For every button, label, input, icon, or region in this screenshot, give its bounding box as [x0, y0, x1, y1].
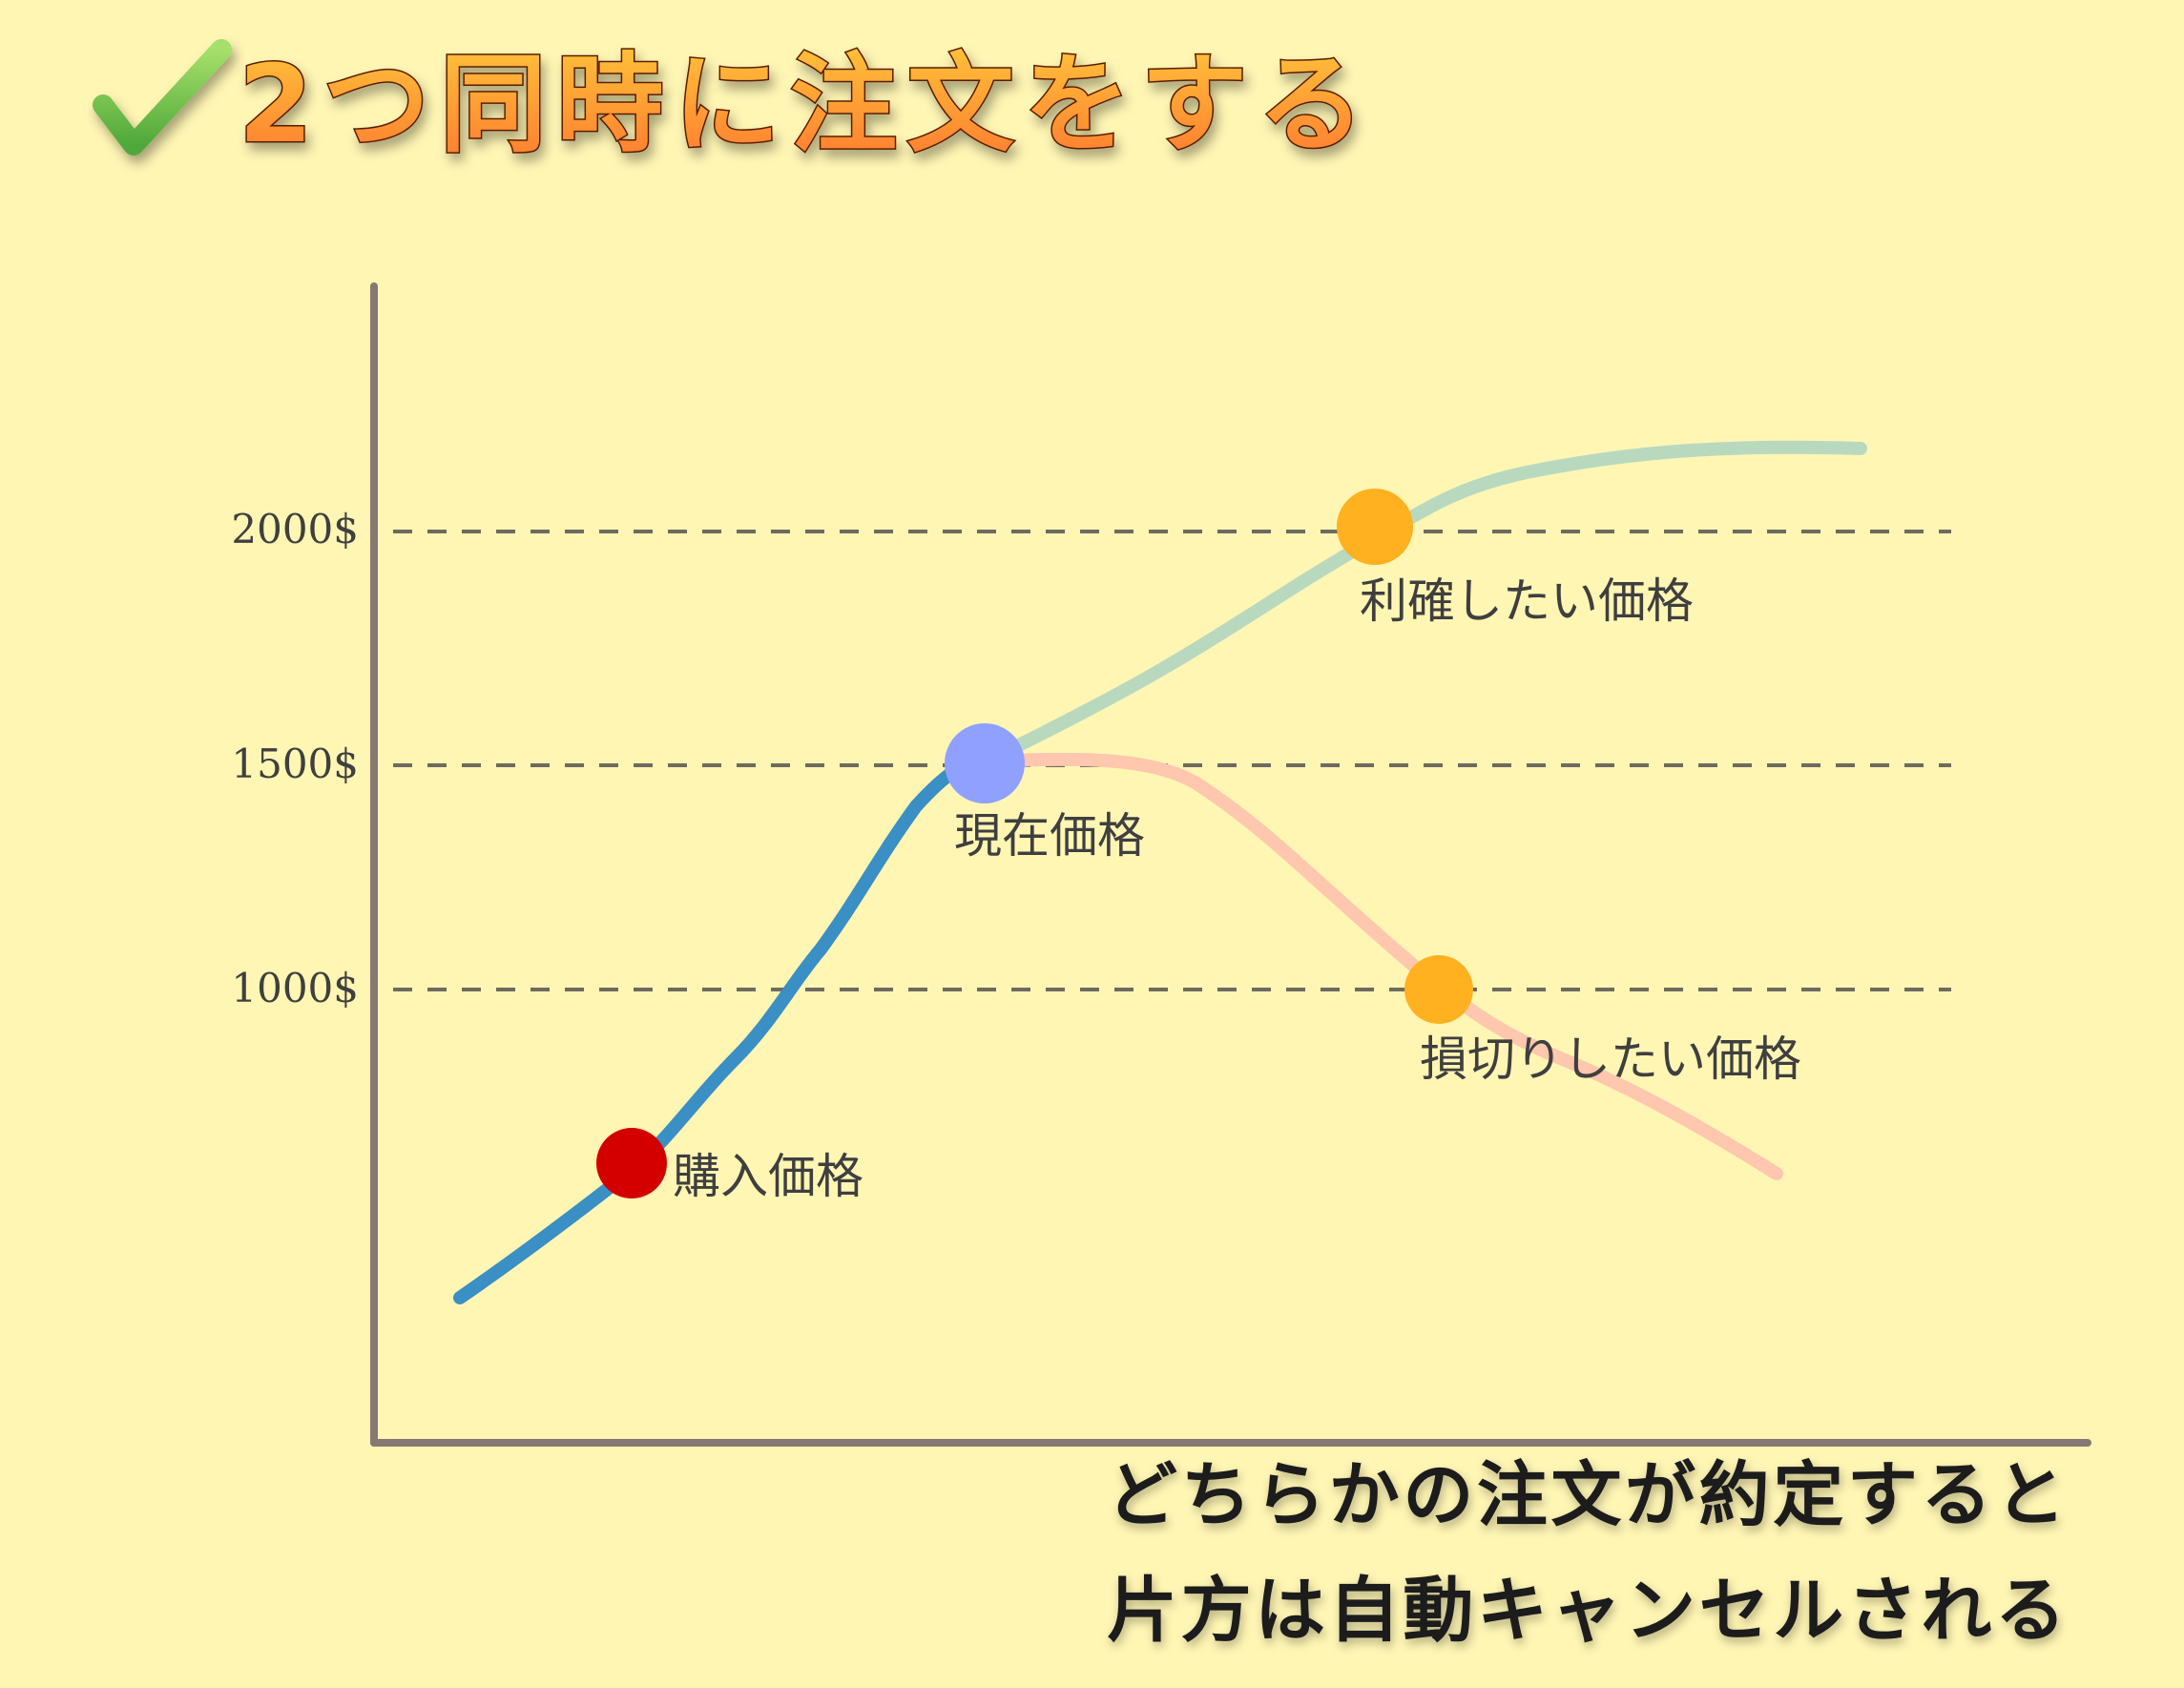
- marker-labels: 購入価格 現在価格 利確したい価格 損切りしたい価格: [673, 573, 1801, 1204]
- take-profit-point: [1337, 489, 1413, 565]
- gridlines: 2000$ 1500$ 1000$: [231, 506, 1951, 1011]
- stop-loss-label: 損切りしたい価格: [1420, 1032, 1801, 1087]
- tick-label-2000: 2000$: [231, 506, 359, 552]
- caption: どちらかの注文が約定すると 片方は自動キャンセルされる: [1107, 1454, 2066, 1652]
- take-profit-label: 利確したい価格: [1360, 573, 1694, 629]
- caption-line-2: 片方は自動キャンセルされる: [1107, 1570, 2066, 1652]
- current-point: [945, 723, 1025, 803]
- price-history-line: [453, 755, 989, 1304]
- tick-label-1000: 1000$: [231, 965, 359, 1011]
- down-scenario-line: [976, 752, 1783, 1180]
- current-price-label: 現在価格: [954, 808, 1145, 864]
- axes: [370, 282, 2091, 1447]
- buy-price-label: 購入価格: [673, 1149, 863, 1204]
- title: 2つ同時に注文をする: [93, 39, 1366, 169]
- markers: [596, 489, 1473, 1198]
- caption-line-1: どちらかの注文が約定すると: [1107, 1454, 2066, 1536]
- page-title: 2つ同時に注文をする: [239, 43, 1364, 167]
- stop-loss-point: [1404, 955, 1473, 1024]
- check-icon: [93, 39, 232, 156]
- tick-label-1500: 1500$: [231, 740, 359, 787]
- buy-point: [596, 1128, 667, 1198]
